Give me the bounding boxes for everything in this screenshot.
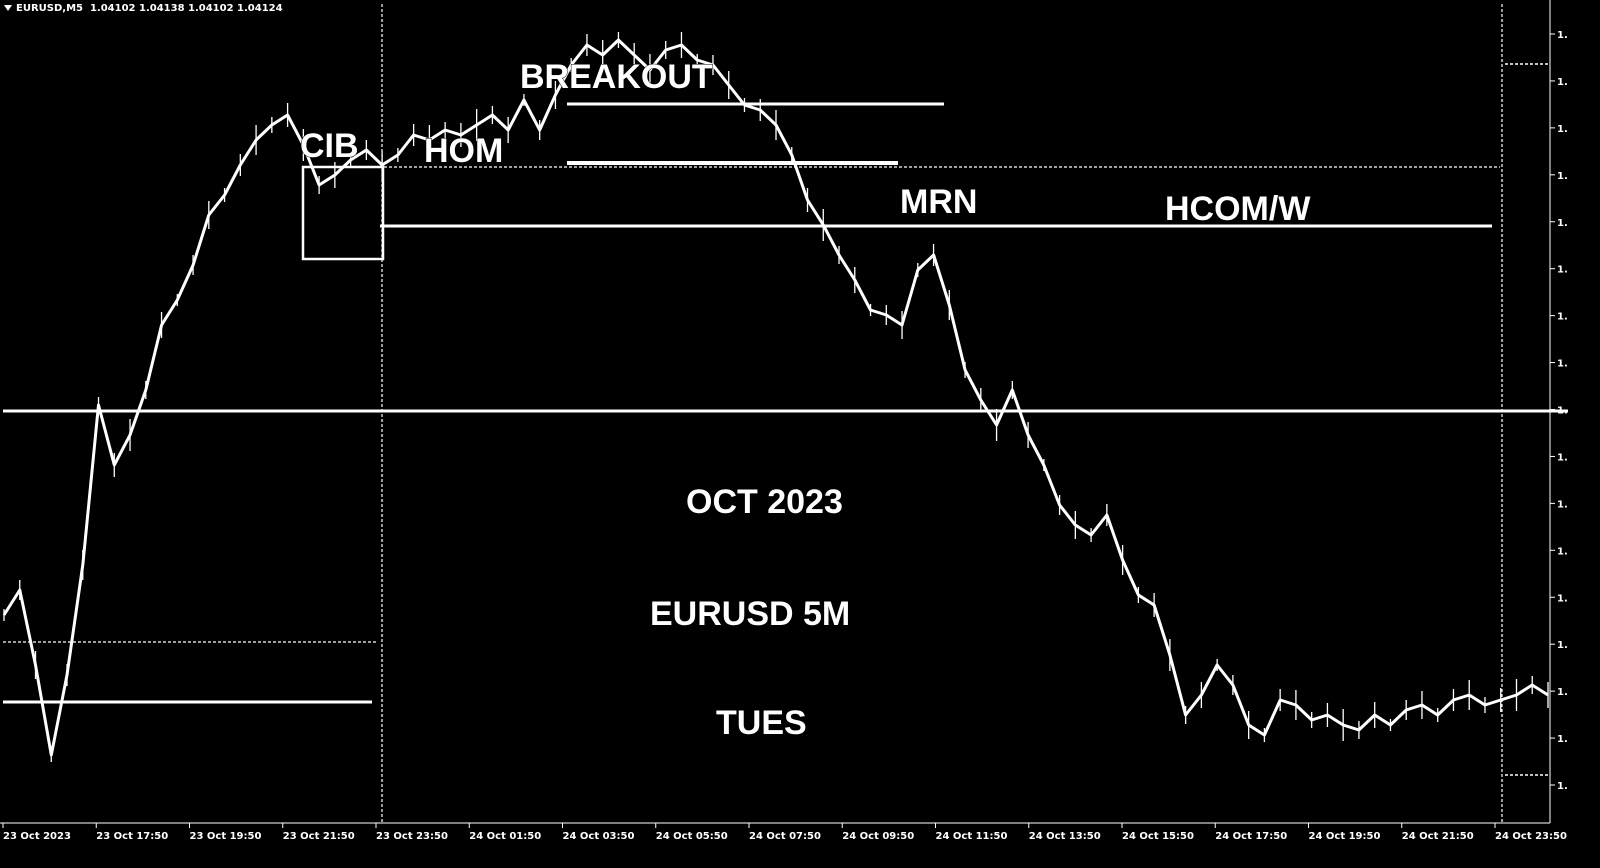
y-tick-label: 1.	[1557, 546, 1568, 557]
y-tick-label: 1.	[1557, 452, 1568, 463]
y-tick-label: 1.	[1557, 218, 1568, 229]
x-tick-label: 24 Oct 11:50	[936, 831, 1008, 842]
y-tick-label: 1.	[1557, 406, 1568, 417]
y-tick-label: 1.	[1557, 265, 1568, 276]
x-tick-label: 24 Oct 17:50	[1215, 831, 1287, 842]
x-tick-label: 23 Oct 2023	[3, 831, 71, 842]
annotation-symbol: EURUSD 5M	[650, 595, 850, 633]
y-tick-label: 1.	[1557, 781, 1568, 792]
y-tick-label: 1.	[1557, 171, 1568, 182]
label-mrn: MRN	[900, 183, 977, 221]
y-tick-label: 1.	[1557, 312, 1568, 323]
y-tick-label: 1.	[1557, 687, 1568, 698]
x-tick-label: 24 Oct 21:50	[1402, 831, 1474, 842]
x-tick-label: 24 Oct 13:50	[1029, 831, 1101, 842]
label-hcomw: HCOM/W	[1165, 190, 1311, 228]
y-tick-label: 1.	[1557, 30, 1568, 41]
x-tick-label: 24 Oct 19:50	[1309, 831, 1381, 842]
ohlc-values: 1.04102 1.04138 1.04102 1.04124	[89, 3, 283, 14]
label-hom: HOM	[424, 132, 503, 170]
x-tick-label: 24 Oct 09:50	[842, 831, 914, 842]
y-tick-label: 1.	[1557, 640, 1568, 651]
y-tick-label: 1.	[1557, 124, 1568, 135]
y-tick-label: 1.	[1557, 734, 1568, 745]
y-tick-label: 1.	[1557, 499, 1568, 510]
annotation-day: TUES	[716, 704, 807, 742]
symbol-name: EURUSD,M5	[16, 3, 83, 14]
x-tick-label: 24 Oct 07:50	[749, 831, 821, 842]
x-tick-label: 23 Oct 19:50	[190, 831, 262, 842]
x-tick-label: 24 Oct 01:50	[469, 831, 541, 842]
x-tick-label: 24 Oct 03:50	[563, 831, 635, 842]
x-tick-label: 23 Oct 23:50	[376, 831, 448, 842]
y-tick-label: 1.	[1557, 77, 1568, 88]
x-tick-label: 24 Oct 23:50	[1495, 831, 1567, 842]
x-tick-label: 24 Oct 05:50	[656, 831, 728, 842]
label-breakout: BREAKOUT	[520, 58, 713, 96]
x-tick-label: 23 Oct 17:50	[96, 831, 168, 842]
x-tick-label: 24 Oct 15:50	[1122, 831, 1194, 842]
symbol-header: EURUSD,M5 1.04102 1.04138 1.04102 1.0412…	[4, 3, 283, 14]
x-tick-label: 23 Oct 21:50	[283, 831, 355, 842]
chevron-down-icon[interactable]	[4, 5, 12, 11]
cib-box	[301, 165, 385, 261]
annotation-month: OCT 2023	[686, 483, 843, 521]
y-tick-label: 1.	[1557, 593, 1568, 604]
label-cib: CIB	[300, 127, 359, 165]
y-tick-label: 1.	[1557, 359, 1568, 370]
